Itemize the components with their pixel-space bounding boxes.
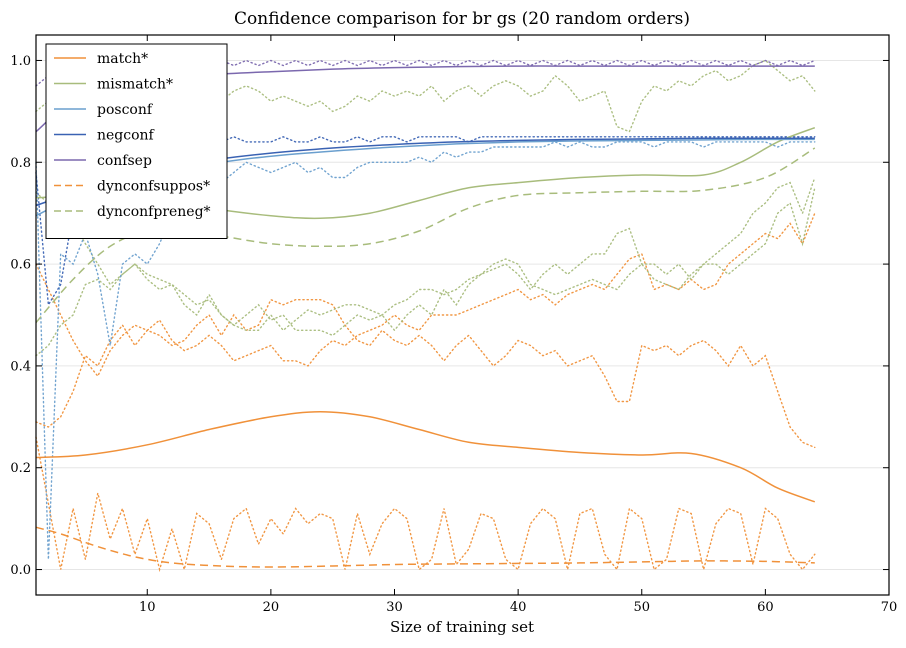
x-tick-label: 40: [510, 600, 527, 615]
chart-title: Confidence comparison for br gs (20 rand…: [234, 9, 690, 29]
legend-label: match*: [97, 51, 148, 67]
x-tick-label: 60: [757, 600, 774, 615]
x-axis-title: Size of training set: [390, 618, 534, 636]
plot-frame: [35, 34, 890, 596]
dotted-trace: [35, 436, 816, 573]
legend-label: confsep: [97, 153, 152, 169]
y-tick-label: 0.4: [10, 359, 31, 374]
series-line: [35, 410, 816, 503]
legend-label: negconf: [97, 128, 156, 144]
gridlines: [36, 59, 889, 571]
x-tick-label: 30: [386, 600, 403, 615]
legend-label: mismatch*: [97, 77, 173, 93]
axis-ticks: 10 20 30 40 50 60 70 0.0 0.2 0.4 0.6 0.8 1.0: [10, 35, 897, 615]
x-tick-label: 20: [263, 600, 280, 615]
dotted-trace: [35, 176, 816, 357]
dotted-trace: [35, 298, 816, 449]
x-tick-label: 70: [881, 600, 898, 615]
y-tick-label: 0.2: [10, 461, 31, 476]
legend: match* mismatch* posconf negconf confsep dync…: [45, 43, 228, 239]
x-tick-label: 50: [633, 600, 650, 615]
x-tick-label: 10: [139, 600, 156, 615]
y-tick-label: 0.8: [10, 156, 31, 171]
legend-label: posconf: [97, 102, 154, 118]
dotted-trace: [35, 59, 816, 133]
dotted-trace: [35, 212, 816, 378]
y-tick-label: 1.0: [10, 54, 31, 69]
series-line: [35, 526, 815, 568]
legend-label: dynconfpreneg*: [97, 204, 211, 220]
dotted-trace: [35, 187, 816, 337]
legend-box: [45, 43, 228, 239]
y-tick-label: 0.6: [10, 258, 31, 273]
y-tick-label: 0.0: [10, 563, 31, 578]
legend-label: dynconfsuppos*: [97, 179, 210, 195]
